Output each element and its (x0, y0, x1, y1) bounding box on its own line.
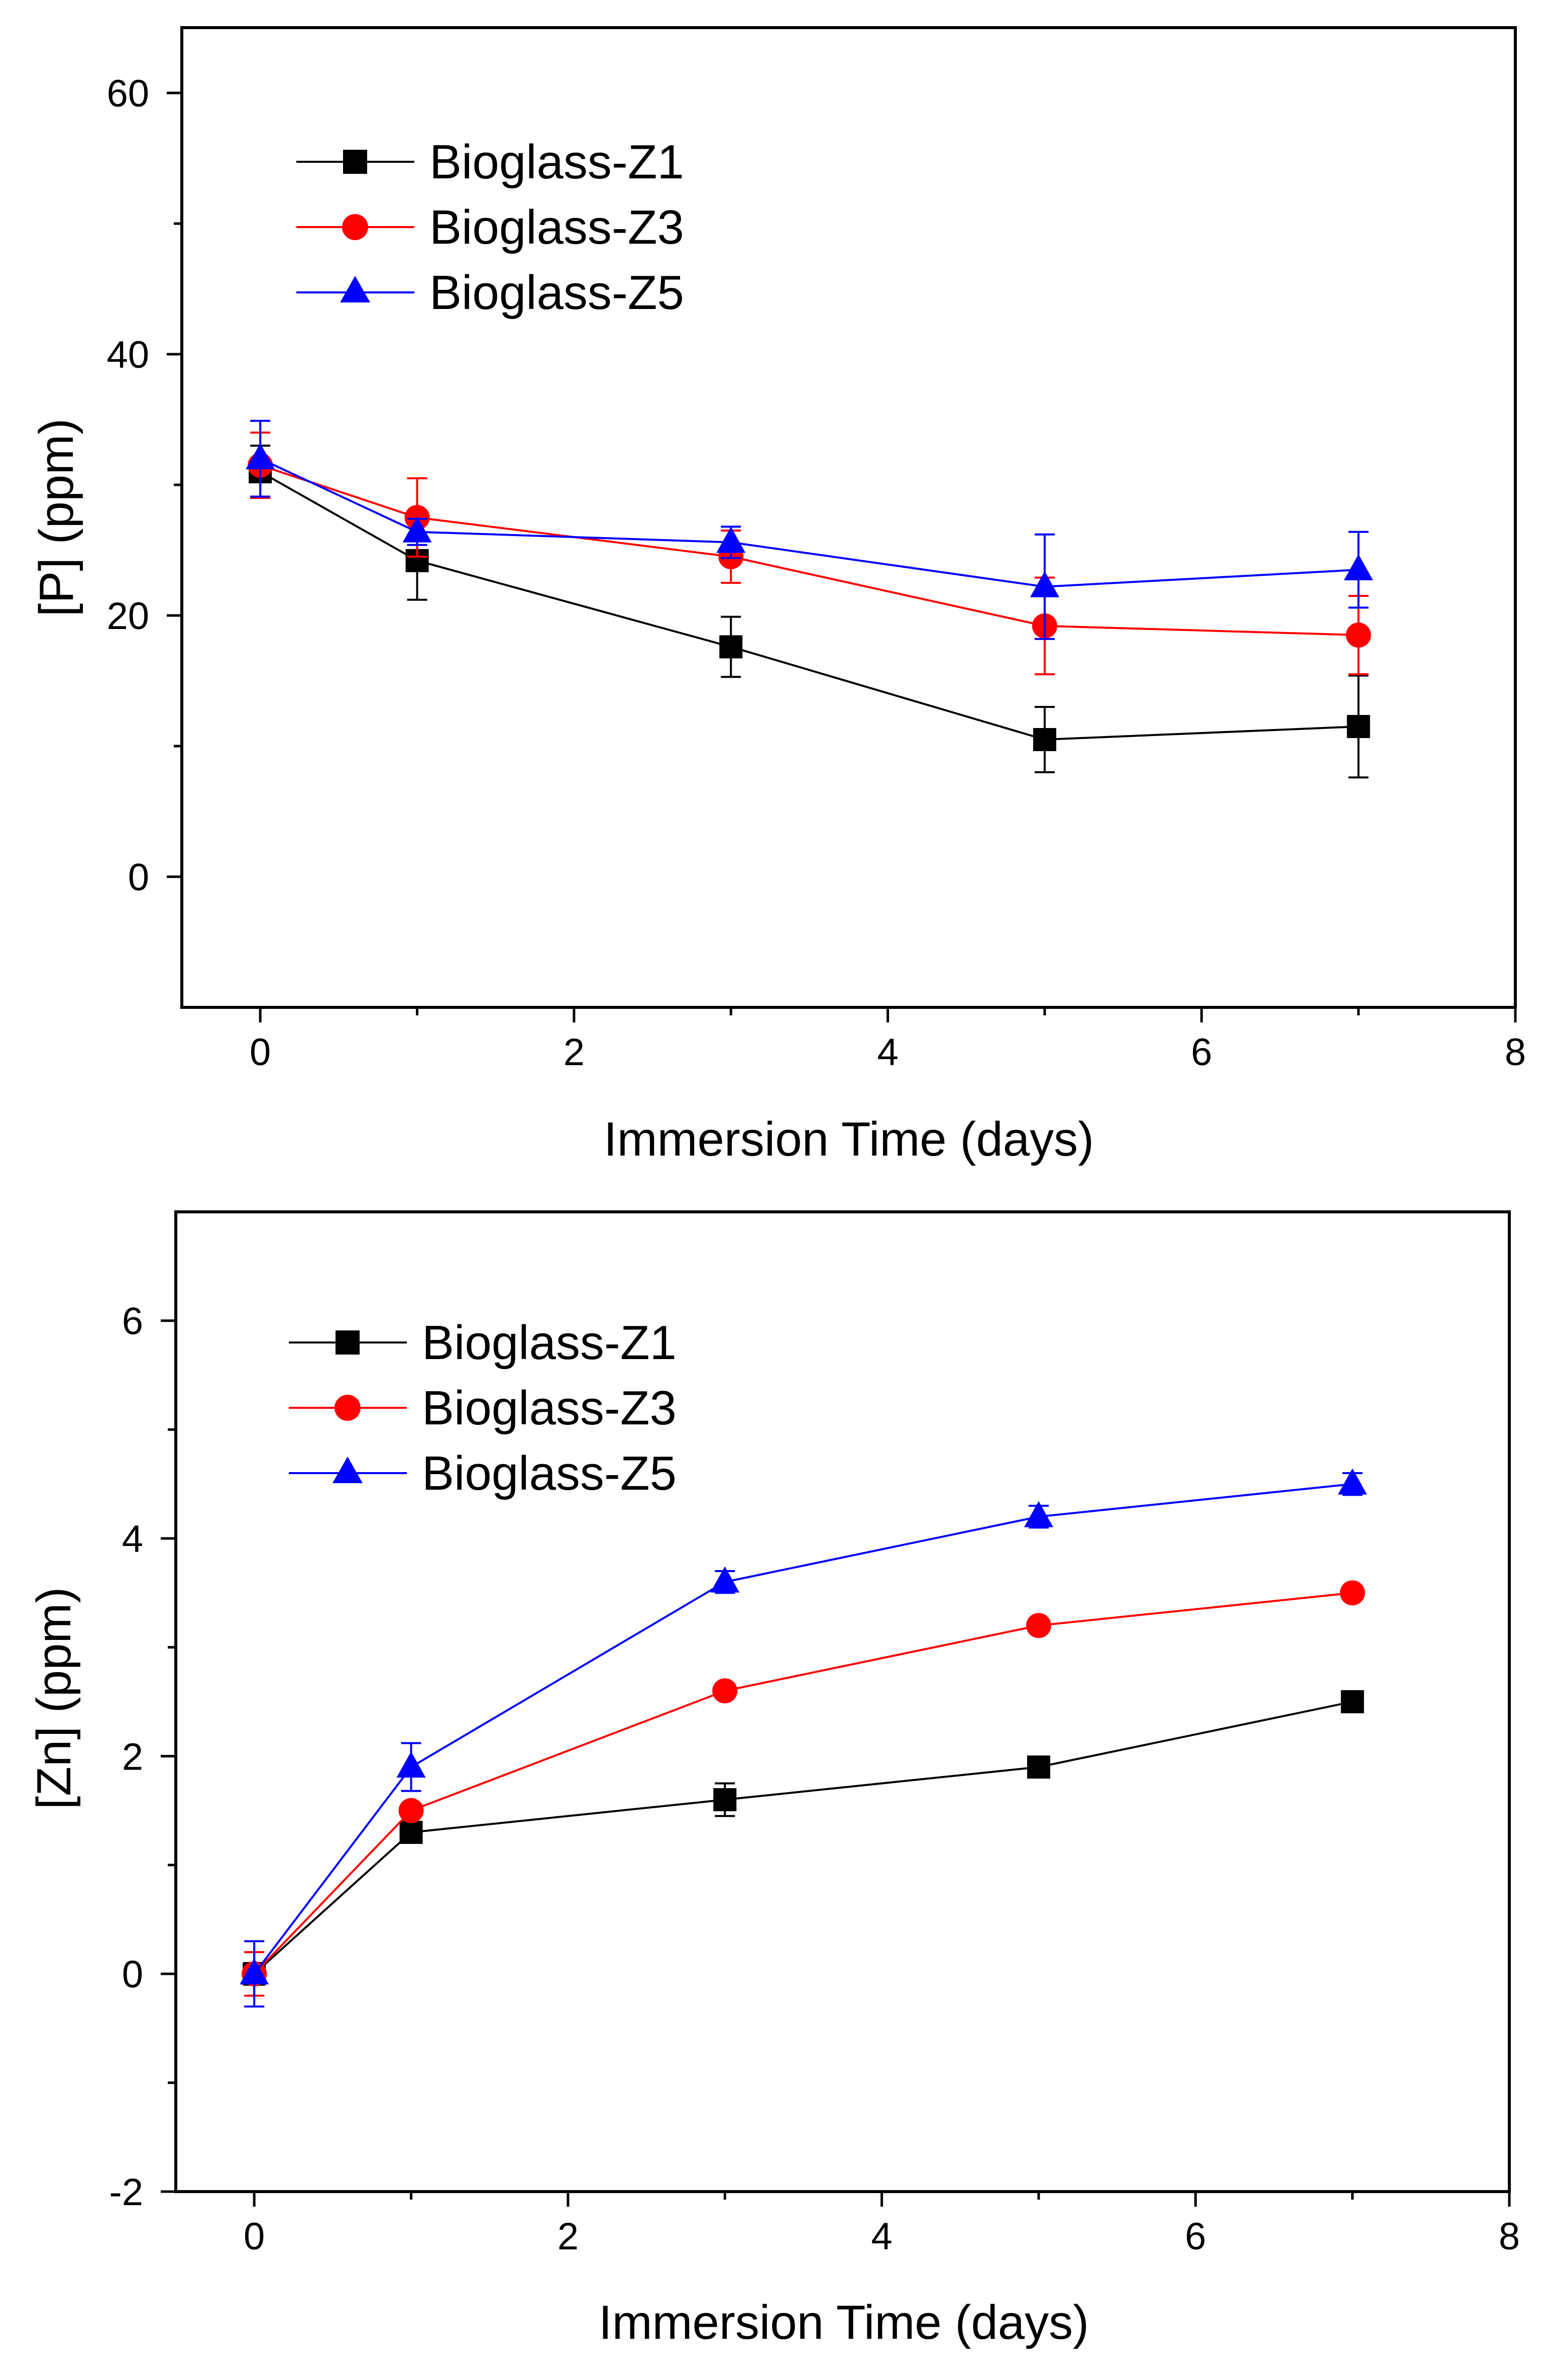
data-point (719, 635, 743, 659)
data-point (399, 1821, 423, 1844)
x-tick-label: 4 (871, 2215, 892, 2258)
data-point (1024, 1501, 1053, 1527)
chart-zinc: 0 2 4 6 8 -2 0 2 4 6 Immersion Time (days) [Zn] (… (27, 1210, 1520, 2349)
data-point (396, 1751, 426, 1778)
x-tick-label: 0 (244, 2215, 265, 2258)
y-tick-label: 6 (122, 1300, 143, 1343)
legend-marker-circle (342, 214, 368, 240)
data-point (246, 443, 275, 469)
x-tick-label: 6 (1191, 1031, 1212, 1074)
legend-label: Bioglass-Z1 (429, 135, 684, 189)
data-point (1340, 1580, 1365, 1606)
data-point (1026, 1613, 1051, 1638)
legend-entry-bioglass-z3: Bioglass-Z3 (289, 1381, 677, 1435)
plot-frame (180, 26, 1517, 1009)
data-point (240, 1958, 269, 1985)
legend-entry-bioglass-z1: Bioglass-Z1 (289, 1316, 677, 1370)
y-tick-label: 4 (122, 1518, 143, 1561)
y-tick-label: 2 (122, 1735, 143, 1778)
x-tick-label: 2 (564, 1031, 585, 1074)
legend-entry-bioglass-z1: Bioglass-Z1 (296, 135, 684, 189)
legend-entry-bioglass-z5: Bioglass-Z5 (289, 1446, 677, 1500)
data-point (1033, 728, 1056, 751)
x-axis-title: Immersion Time (days) (604, 1112, 1094, 1166)
data-point (712, 1678, 738, 1704)
series-bioglass-z5 (240, 1468, 1367, 2008)
data-point (713, 1788, 737, 1811)
y-tick-label: 0 (122, 1953, 143, 1996)
legend-marker-square (336, 1330, 360, 1355)
legend-label: Bioglass-Z3 (422, 1381, 677, 1435)
data-point (710, 1566, 740, 1593)
x-axis-title: Immersion Time (days) (599, 2296, 1089, 2349)
y-tick-label: 40 (106, 334, 149, 376)
series-bioglass-z5 (246, 420, 1373, 640)
y-tick-label: 20 (106, 595, 149, 638)
legend-marker-square (343, 150, 367, 174)
data-point (398, 1798, 424, 1823)
y-tick-label: -2 (109, 2171, 143, 2214)
data-point (1346, 623, 1371, 648)
legend-label: Bioglass-Z1 (422, 1316, 677, 1370)
y-axis-title: [P] (ppm) (30, 419, 83, 617)
data-point (402, 516, 432, 543)
y-axis-title: [Zn] (ppm) (27, 1587, 81, 1810)
x-tick-label: 2 (558, 2215, 579, 2258)
x-tick-label: 8 (1505, 1031, 1526, 1074)
legend: Bioglass-Z1 Bioglass-Z3 Bioglass-Z5 (296, 135, 684, 320)
chart-phosphorus: 0 2 4 6 8 0 20 40 60 Immersion Time (days) [P] (… (30, 26, 1526, 1166)
legend-marker-circle (335, 1395, 361, 1421)
data-point (1341, 1690, 1364, 1713)
y-tick-label: 60 (106, 72, 149, 115)
legend-marker-triangle (333, 1457, 363, 1483)
data-point (1344, 554, 1373, 580)
x-tick-label: 0 (250, 1031, 271, 1074)
legend-entry-bioglass-z5: Bioglass-Z5 (296, 266, 684, 320)
data-point (1030, 571, 1059, 597)
legend: Bioglass-Z1 Bioglass-Z3 Bioglass-Z5 (289, 1316, 677, 1500)
legend-marker-triangle (340, 276, 370, 302)
legend-label: Bioglass-Z5 (422, 1446, 677, 1500)
y-tick-label: 0 (128, 856, 149, 899)
data-point (1027, 1755, 1050, 1779)
data-point (716, 527, 746, 553)
legend-label: Bioglass-Z3 (429, 200, 684, 254)
x-tick-label: 4 (877, 1031, 898, 1074)
x-tick-label: 6 (1185, 2215, 1206, 2258)
legend-label: Bioglass-Z5 (429, 266, 684, 320)
data-point (1347, 715, 1370, 738)
x-tick-label: 8 (1499, 2215, 1520, 2258)
legend-entry-bioglass-z3: Bioglass-Z3 (296, 200, 684, 254)
data-point (1338, 1468, 1367, 1495)
plot-frame (174, 1210, 1511, 2193)
